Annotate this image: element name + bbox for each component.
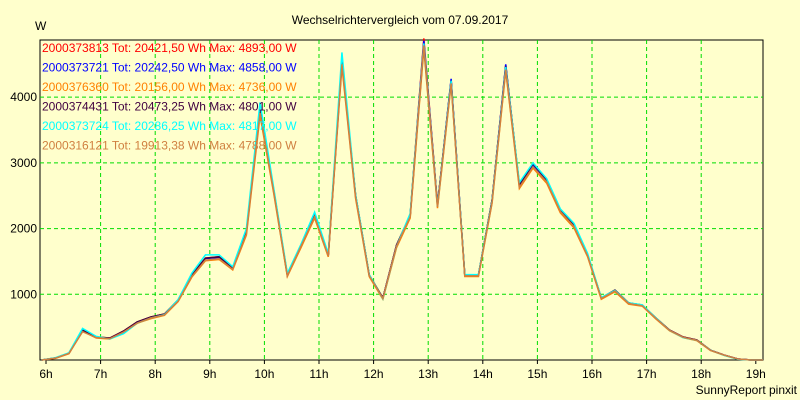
y-tick-label: 1000 xyxy=(10,287,37,301)
x-tick-label: 6h xyxy=(39,367,52,381)
x-tick-label: 17h xyxy=(637,367,657,381)
x-tick-label: 15h xyxy=(527,367,547,381)
y-tick-label: 2000 xyxy=(10,222,37,236)
x-tick-label: 8h xyxy=(149,367,162,381)
y-tick-label: 4000 xyxy=(10,90,37,104)
x-tick-label: 16h xyxy=(582,367,602,381)
x-tick-label: 10h xyxy=(254,367,274,381)
y-axis-label: W xyxy=(35,19,47,33)
x-tick-label: 11h xyxy=(309,367,328,381)
legend-entry-2000374431: 2000374431 Tot: 20473,25 Wh Max: 4801,00… xyxy=(42,100,297,114)
series-line-2000316121 xyxy=(41,45,763,361)
x-tick-label: 12h xyxy=(364,367,384,381)
legend-entry-2000373724: 2000373724 Tot: 20286,25 Wh Max: 4817,00… xyxy=(42,119,297,133)
chart-title: Wechselrichtervergleich vom 07.09.2017 xyxy=(292,13,509,27)
legend-entry-2000316121: 2000316121 Tot: 19913,38 Wh Max: 4788,00… xyxy=(42,139,297,153)
y-tick-label: 3000 xyxy=(10,156,37,170)
x-tick-label: 18h xyxy=(691,367,711,381)
x-tick-label: 9h xyxy=(203,367,216,381)
series-line-2000376360 xyxy=(41,48,763,361)
x-tick-label: 7h xyxy=(94,367,107,381)
x-tick-label: 19h xyxy=(746,367,766,381)
x-tick-label: 13h xyxy=(418,367,438,381)
legend-entry-2000373721: 2000373721 Tot: 20242,50 Wh Max: 4858,00… xyxy=(42,61,297,75)
x-tick-label: 14h xyxy=(473,367,493,381)
legend-entry-2000373813: 2000373813 Tot: 20421,50 Wh Max: 4893,00… xyxy=(42,41,297,55)
footer-credit: SunnyReport pinxit xyxy=(696,383,798,397)
legend-entry-2000376360: 2000376360 Tot: 20156,00 Wh Max: 4736,00… xyxy=(42,80,297,94)
plot-frame xyxy=(39,39,764,361)
